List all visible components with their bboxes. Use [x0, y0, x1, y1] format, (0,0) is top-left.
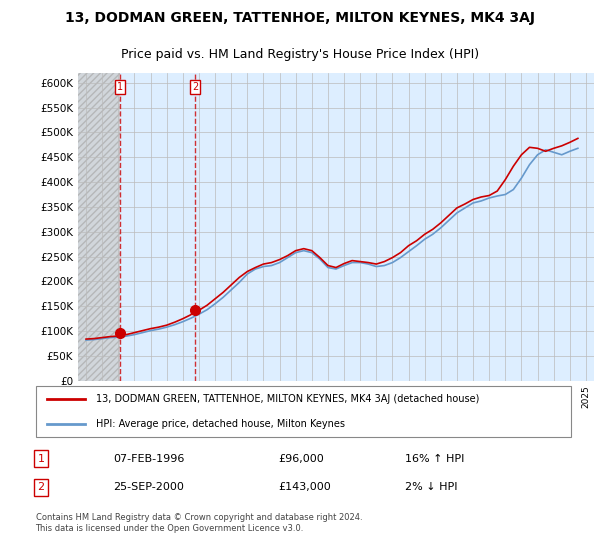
Text: 2% ↓ HPI: 2% ↓ HPI — [406, 482, 458, 492]
Text: 13, DODMAN GREEN, TATTENHOE, MILTON KEYNES, MK4 3AJ: 13, DODMAN GREEN, TATTENHOE, MILTON KEYN… — [65, 11, 535, 25]
Text: £143,000: £143,000 — [278, 482, 331, 492]
Text: Price paid vs. HM Land Registry's House Price Index (HPI): Price paid vs. HM Land Registry's House … — [121, 48, 479, 61]
Text: 13, DODMAN GREEN, TATTENHOE, MILTON KEYNES, MK4 3AJ (detached house): 13, DODMAN GREEN, TATTENHOE, MILTON KEYN… — [96, 394, 479, 404]
Text: £96,000: £96,000 — [278, 454, 324, 464]
Text: 07-FEB-1996: 07-FEB-1996 — [113, 454, 184, 464]
Text: HPI: Average price, detached house, Milton Keynes: HPI: Average price, detached house, Milt… — [96, 419, 345, 429]
Text: Contains HM Land Registry data © Crown copyright and database right 2024.
This d: Contains HM Land Registry data © Crown c… — [35, 514, 362, 533]
Text: 1: 1 — [117, 82, 123, 92]
Text: 2: 2 — [192, 82, 198, 92]
Text: 25-SEP-2000: 25-SEP-2000 — [113, 482, 184, 492]
Text: 16% ↑ HPI: 16% ↑ HPI — [406, 454, 465, 464]
Bar — [78, 73, 120, 381]
Text: 2: 2 — [37, 482, 44, 492]
Text: 1: 1 — [38, 454, 44, 464]
FancyBboxPatch shape — [35, 386, 571, 437]
